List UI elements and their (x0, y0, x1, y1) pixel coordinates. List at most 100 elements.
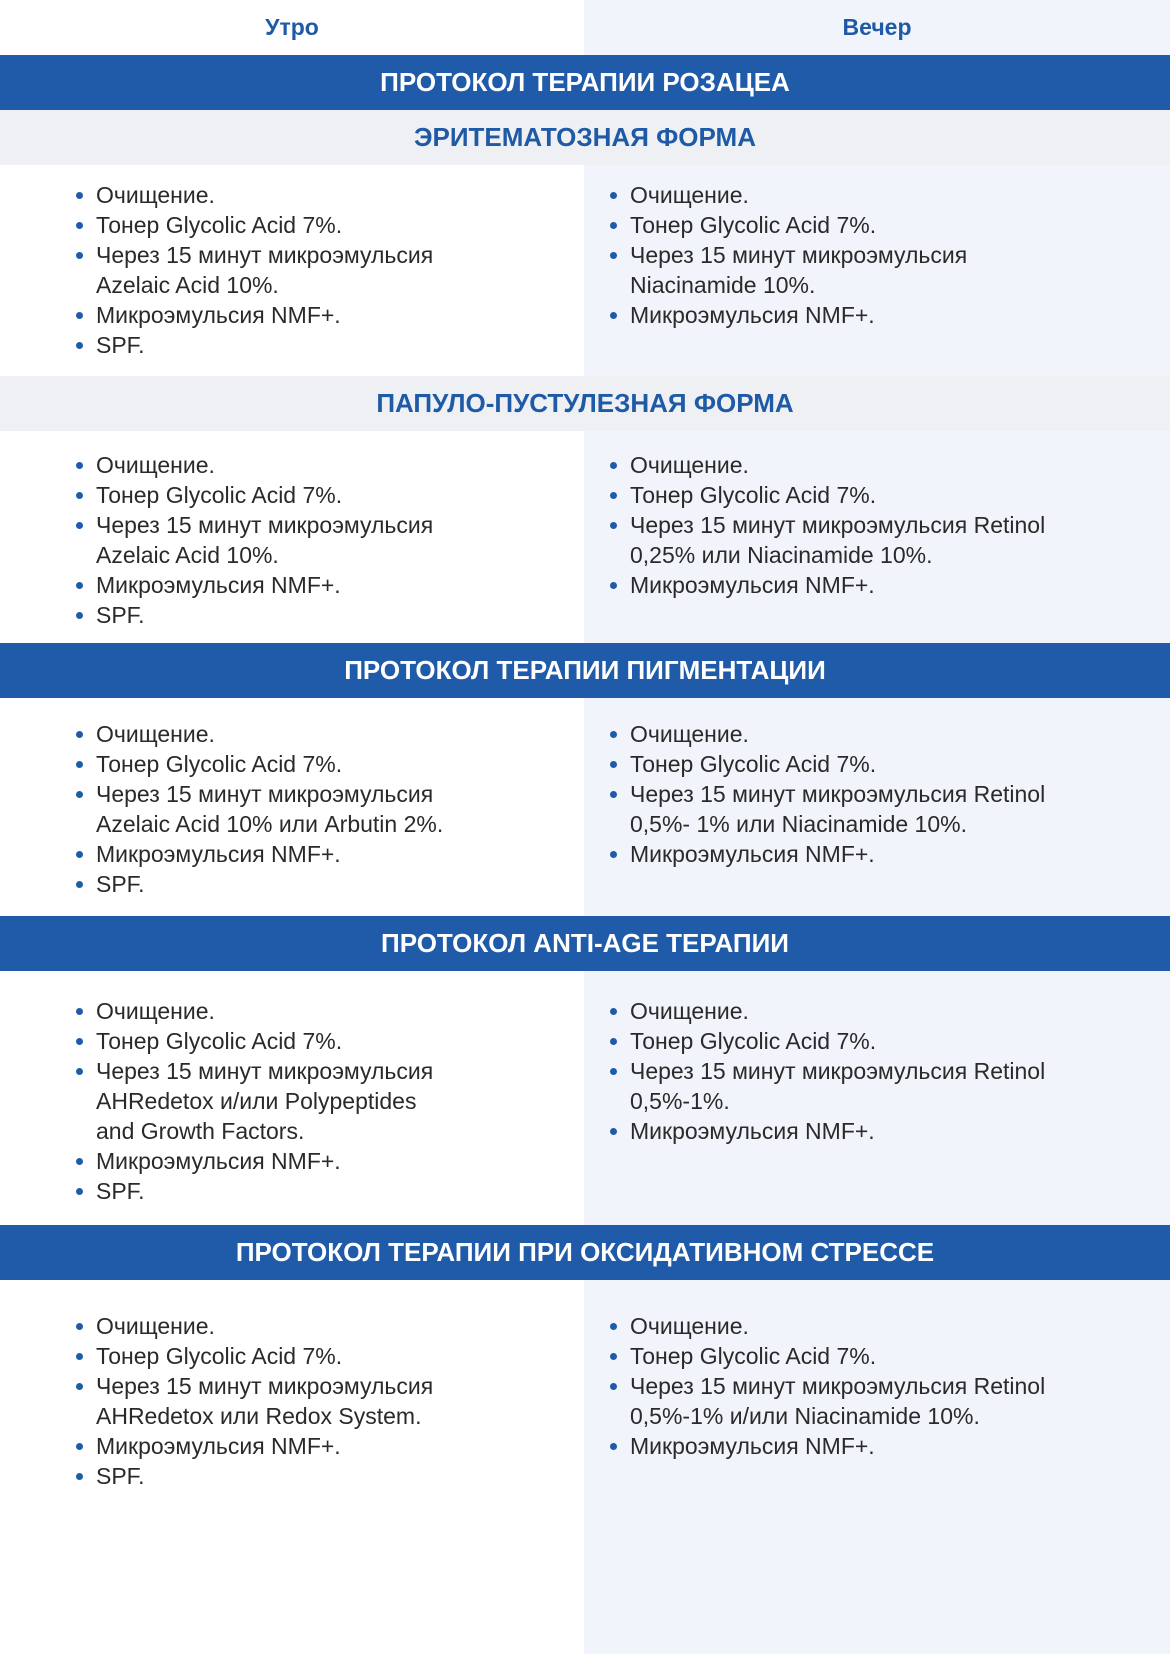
step-item: Через 15 минут микроэмульсия Azelaic Aci… (76, 240, 456, 300)
protocol-title-bar: ПРОТОКОЛ ТЕРАПИИ ПИГМЕНТАЦИИ (0, 643, 1170, 698)
step-item: Тонер Glycolic Acid 7%. (76, 210, 456, 240)
bullet-icon (76, 1158, 83, 1165)
step-text: Очищение. (96, 182, 215, 208)
steps-list: Очищение. Тонер Glycolic Acid 7%. Через 15… (76, 180, 456, 360)
bullet-icon (610, 1323, 617, 1330)
bullet-icon (610, 1128, 617, 1135)
form-subheader: ЭРИТЕМАТОЗНАЯ ФОРМА (0, 110, 1170, 165)
step-item: Очищение. (610, 996, 1070, 1026)
step-text: SPF. (96, 1178, 145, 1204)
protocol-steps-row: Очищение. Тонер Glycolic Acid 7%. Через 15… (0, 431, 1170, 643)
steps-list: Очищение. Тонер Glycolic Acid 7%. Через 15… (610, 450, 1070, 600)
step-item: SPF. (76, 1176, 456, 1206)
step-text: Очищение. (96, 1313, 215, 1339)
step-text: Микроэмульсия NMF+. (96, 841, 341, 867)
step-text: Через 15 минут микроэмульсия Azelaic Aci… (96, 512, 434, 568)
step-item: Через 15 минут микроэмульсия Retinol 0,2… (610, 510, 1070, 570)
bullet-icon (76, 222, 83, 229)
bullet-icon (610, 1383, 617, 1390)
protocol-title-bar: ПРОТОКОЛ ТЕРАПИИ ПРИ ОКСИДАТИВНОМ СТРЕСС… (0, 1225, 1170, 1280)
step-item: Через 15 минут микроэмульсия AHRedetox и… (76, 1056, 456, 1146)
protocol-title-bar: ПРОТОКОЛ ANTI-AGE ТЕРАПИИ (0, 916, 1170, 971)
morning-steps: Очищение. Тонер Glycolic Acid 7%. Через 15… (0, 1280, 584, 1654)
step-text: Очищение. (96, 452, 215, 478)
bullet-icon (76, 1188, 83, 1195)
evening-steps: Очищение. Тонер Glycolic Acid 7%. Через 15… (584, 1280, 1170, 1654)
step-item: Через 15 минут микроэмульсия Retinol 0,5… (610, 779, 1070, 839)
step-item: Очищение. (610, 180, 1070, 210)
step-text: Тонер Glycolic Acid 7%. (96, 1343, 343, 1369)
morning-steps: Очищение. Тонер Glycolic Acid 7%. Через 15… (0, 698, 584, 916)
bullet-icon (76, 1068, 83, 1075)
bullet-icon (610, 851, 617, 858)
morning-steps: Очищение. Тонер Glycolic Acid 7%. Через 15… (0, 431, 584, 643)
step-item: Через 15 минут микроэмульсия Azelaic Aci… (76, 510, 456, 570)
step-item: Тонер Glycolic Acid 7%. (76, 749, 456, 779)
evening-steps: Очищение. Тонер Glycolic Acid 7%. Через 15… (584, 698, 1170, 916)
step-item: Микроэмульсия NMF+. (610, 300, 1070, 330)
bullet-icon (76, 522, 83, 529)
step-text: Через 15 минут микроэмульсия Retinol 0,5… (630, 1058, 1046, 1114)
protocol-title-bar: ПРОТОКОЛ ТЕРАПИИ РОЗАЦЕА (0, 55, 1170, 110)
step-item: Тонер Glycolic Acid 7%. (610, 749, 1070, 779)
step-text: Микроэмульсия NMF+. (96, 302, 341, 328)
bullet-icon (610, 1008, 617, 1015)
evening-steps: Очищение. Тонер Glycolic Acid 7%. Через 15… (584, 165, 1170, 376)
step-item: Через 15 минут микроэмульсия AHRedetox и… (76, 1371, 456, 1431)
bullet-icon (76, 492, 83, 499)
bullet-icon (76, 192, 83, 199)
step-item: Тонер Glycolic Acid 7%. (610, 480, 1070, 510)
bullet-icon (76, 761, 83, 768)
step-item: Через 15 минут микроэмульсия Retinol 0,5… (610, 1371, 1070, 1431)
step-text: Очищение. (96, 721, 215, 747)
bullet-icon (610, 1038, 617, 1045)
bullet-icon (76, 1443, 83, 1450)
step-text: Микроэмульсия NMF+. (630, 841, 875, 867)
bullet-icon (610, 582, 617, 589)
morning-steps: Очищение. Тонер Glycolic Acid 7%. Через 15… (0, 971, 584, 1225)
bullet-icon (610, 1353, 617, 1360)
step-text: Очищение. (630, 182, 749, 208)
morning-steps: Очищение. Тонер Glycolic Acid 7%. Через 15… (0, 165, 584, 376)
protocol-steps-row: Очищение. Тонер Glycolic Acid 7%. Через 15… (0, 1280, 1170, 1654)
step-text: Микроэмульсия NMF+. (96, 1148, 341, 1174)
step-item: Очищение. (76, 1311, 456, 1341)
step-item: Микроэмульсия NMF+. (76, 1146, 456, 1176)
step-text: Через 15 минут микроэмульсия Retinol 0,5… (630, 1373, 1046, 1429)
protocol-steps-row: Очищение. Тонер Glycolic Acid 7%. Через 15… (0, 165, 1170, 376)
bullet-icon (76, 851, 83, 858)
step-item: Микроэмульсия NMF+. (76, 300, 456, 330)
step-item: SPF. (76, 869, 456, 899)
step-item: Микроэмульсия NMF+. (610, 1116, 1070, 1146)
bullet-icon (76, 312, 83, 319)
step-text: Очищение. (630, 1313, 749, 1339)
bullet-icon (610, 761, 617, 768)
bullet-icon (76, 342, 83, 349)
step-text: Тонер Glycolic Acid 7%. (630, 751, 877, 777)
bullet-icon (610, 312, 617, 319)
step-text: Микроэмульсия NMF+. (630, 302, 875, 328)
step-text: Через 15 минут микроэмульсия Retinol 0,5… (630, 781, 1046, 837)
step-text: Тонер Glycolic Acid 7%. (96, 212, 343, 238)
bullet-icon (76, 582, 83, 589)
bullet-icon (76, 252, 83, 259)
step-item: Микроэмульсия NMF+. (76, 1431, 456, 1461)
bullet-icon (610, 791, 617, 798)
step-text: SPF. (96, 871, 145, 897)
evening-steps: Очищение. Тонер Glycolic Acid 7%. Через 15… (584, 431, 1170, 643)
bullet-icon (610, 222, 617, 229)
step-text: Тонер Glycolic Acid 7%. (630, 1343, 877, 1369)
steps-list: Очищение. Тонер Glycolic Acid 7%. Через 15… (76, 450, 456, 630)
bullet-icon (610, 1068, 617, 1075)
step-item: Микроэмульсия NMF+. (610, 570, 1070, 600)
step-text: Очищение. (630, 998, 749, 1024)
step-text: Микроэмульсия NMF+. (96, 572, 341, 598)
steps-list: Очищение. Тонер Glycolic Acid 7%. Через 15… (610, 996, 1070, 1146)
step-text: Через 15 минут микроэмульсия Azelaic Aci… (96, 242, 434, 298)
column-headers: Утро Вечер (0, 0, 1170, 55)
steps-list: Очищение. Тонер Glycolic Acid 7%. Через 15… (76, 1311, 456, 1491)
bullet-icon (610, 252, 617, 259)
step-item: Тонер Glycolic Acid 7%. (610, 1341, 1070, 1371)
step-text: Тонер Glycolic Acid 7%. (96, 1028, 343, 1054)
